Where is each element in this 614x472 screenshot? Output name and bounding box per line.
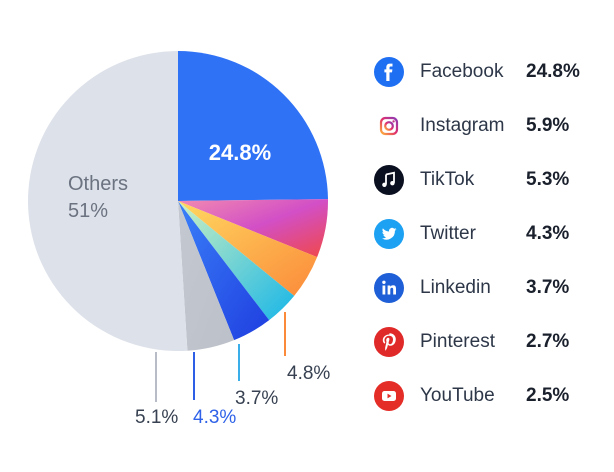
legend-label: Twitter [420,223,476,244]
tiktok-icon [374,165,404,195]
legend-item-tiktok: TikTok 5.3% [374,165,569,195]
pie-slice [178,201,318,296]
legend-value: 5.9% [526,115,570,136]
legend-item-youtube: YouTube 2.5% [374,381,569,411]
pie-slice [178,201,235,351]
legend-value: 24.8% [526,61,580,82]
legend-value: 5.3% [526,169,570,190]
slice-label: 3.7% [235,388,278,409]
legend-item-linkedin: Linkedin 3.7% [374,273,569,303]
legend-item-pinterest: Pinterest 2.7% [374,327,569,357]
others-value: 51% [68,200,108,222]
pinterest-icon [374,327,404,357]
pie-slice [178,201,295,321]
pie-slice [178,201,270,341]
facebook-icon [374,57,404,87]
pie-slice [27,51,188,351]
legend-label: Linkedin [420,277,491,298]
legend-label: YouTube [420,385,495,406]
slice-label: 5.1% [135,407,178,428]
legend-item-twitter: Twitter 4.3% [374,219,569,249]
legend-value: 4.3% [526,223,570,244]
legend-value: 2.7% [526,331,570,352]
legend-item-facebook: Facebook 24.8% [374,57,580,87]
slice-label: 24.8% [209,140,271,165]
pie-slice [178,51,328,201]
legend-label: Instagram [420,115,505,136]
legend-label: Pinterest [420,331,495,352]
legend-value: 2.5% [526,385,570,406]
legend-label: Facebook [420,61,504,82]
slice-label: 4.8% [287,363,330,384]
instagram-icon [374,111,404,141]
youtube-icon [374,381,404,411]
slice-label: 4.3% [193,407,236,428]
legend-value: 3.7% [526,277,570,298]
twitter-icon [374,219,404,249]
others-label: Others [68,173,128,195]
linkedin-icon [374,273,404,303]
legend-item-instagram: Instagram 5.9% [374,111,569,141]
pie-slice [178,199,328,258]
legend-label: TikTok [420,169,475,190]
